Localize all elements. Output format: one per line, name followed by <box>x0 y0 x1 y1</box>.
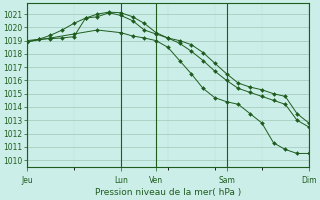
X-axis label: Pression niveau de la mer( hPa ): Pression niveau de la mer( hPa ) <box>95 188 241 197</box>
